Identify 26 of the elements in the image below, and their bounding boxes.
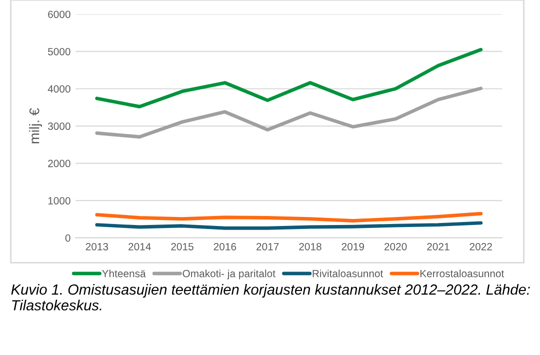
y-tick-label: 4000 bbox=[48, 85, 70, 93]
legend-label: Yhteensä bbox=[102, 270, 146, 278]
y-tick-label: 3000 bbox=[48, 122, 70, 130]
y-tick-label: 5000 bbox=[48, 48, 70, 56]
y-tick-label: 6000 bbox=[48, 10, 70, 18]
y-tick-label: 2000 bbox=[48, 160, 70, 168]
legend-label: Omakoti- ja paritalot bbox=[182, 270, 276, 280]
x-tick-label: 2021 bbox=[427, 242, 450, 250]
y-axis-title: milj. € bbox=[29, 108, 42, 144]
y-tick-label: 0 bbox=[65, 234, 70, 242]
line-series bbox=[95, 86, 483, 139]
line-series bbox=[95, 212, 483, 222]
text: Kuvio 1. Omistusasujien teettämien korjausten kustannukset 2012–2022. Lähde: Tilastokeskus. bbox=[11, 284, 530, 310]
x-tick-label: 2017 bbox=[256, 242, 279, 250]
x-tick-label: 2020 bbox=[384, 242, 407, 250]
x-tick-label: 2014 bbox=[128, 242, 151, 250]
line-series bbox=[95, 48, 483, 108]
x-tick-label: 2019 bbox=[342, 242, 364, 250]
legend-label: Rivitaloasunnot bbox=[312, 270, 384, 278]
legend-label: Kerrostaloasunnot bbox=[420, 270, 504, 278]
y-tick-label: 1000 bbox=[48, 197, 70, 204]
x-tick-label: 2015 bbox=[171, 242, 194, 250]
x-tick-label: 2018 bbox=[299, 242, 322, 250]
x-tick-label: 2013 bbox=[86, 242, 108, 250]
x-tick-label: 2022 bbox=[470, 242, 492, 250]
x-tick-label: 2016 bbox=[214, 242, 236, 250]
